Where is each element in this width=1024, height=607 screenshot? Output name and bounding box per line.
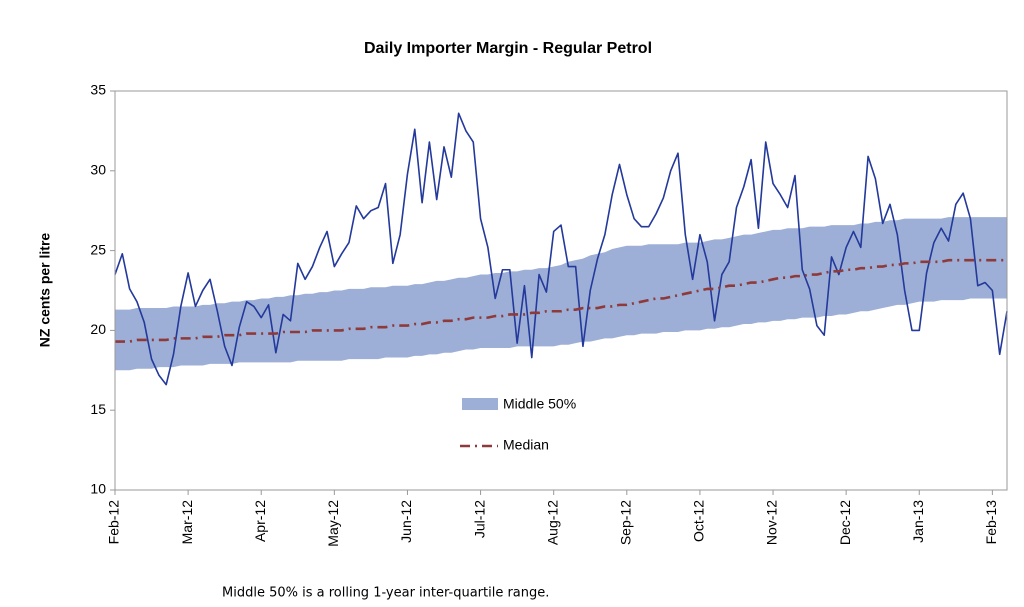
plot-frame: [114, 90, 1008, 491]
x-tick-label: Jul-12: [471, 500, 487, 538]
y-tick-label: 30: [90, 162, 106, 178]
x-tick-label: May-12: [325, 500, 341, 547]
legend-label: Median: [503, 437, 549, 453]
y-tick-label: 35: [90, 82, 106, 98]
y-tick-label: 15: [90, 401, 106, 417]
x-tick-label: Nov-12: [764, 500, 780, 545]
y-tick-label: 10: [90, 481, 106, 497]
x-tick-label: Feb-13: [983, 500, 999, 545]
median-line: [115, 258, 1007, 343]
x-tick-label: Jun-12: [398, 500, 414, 543]
x-tick-label: Jan-13: [910, 500, 926, 543]
margin-line: [114, 112, 1008, 386]
y-tick-label: 25: [90, 241, 106, 257]
middle-50-band: [115, 217, 1007, 371]
x-tick-label: Oct-12: [691, 500, 707, 542]
y-tick-label: 20: [90, 321, 106, 337]
x-tick-label: Feb-12: [106, 500, 122, 545]
x-tick-label: Aug-12: [544, 500, 560, 545]
x-tick-label: Sep-12: [618, 500, 634, 545]
chart-title: Daily Importer Margin - Regular Petrol: [364, 40, 652, 57]
x-tick-label: Apr-12: [252, 500, 268, 542]
x-tick-label: Mar-12: [179, 500, 195, 545]
legend-label: Middle 50%: [503, 396, 576, 412]
x-tick-label: Dec-12: [837, 500, 853, 545]
y-axis-label: NZ cents per litre: [37, 233, 53, 348]
footnote: Middle 50% is a rolling 1-year inter-qua…: [222, 586, 549, 601]
legend-swatch: [462, 398, 498, 410]
